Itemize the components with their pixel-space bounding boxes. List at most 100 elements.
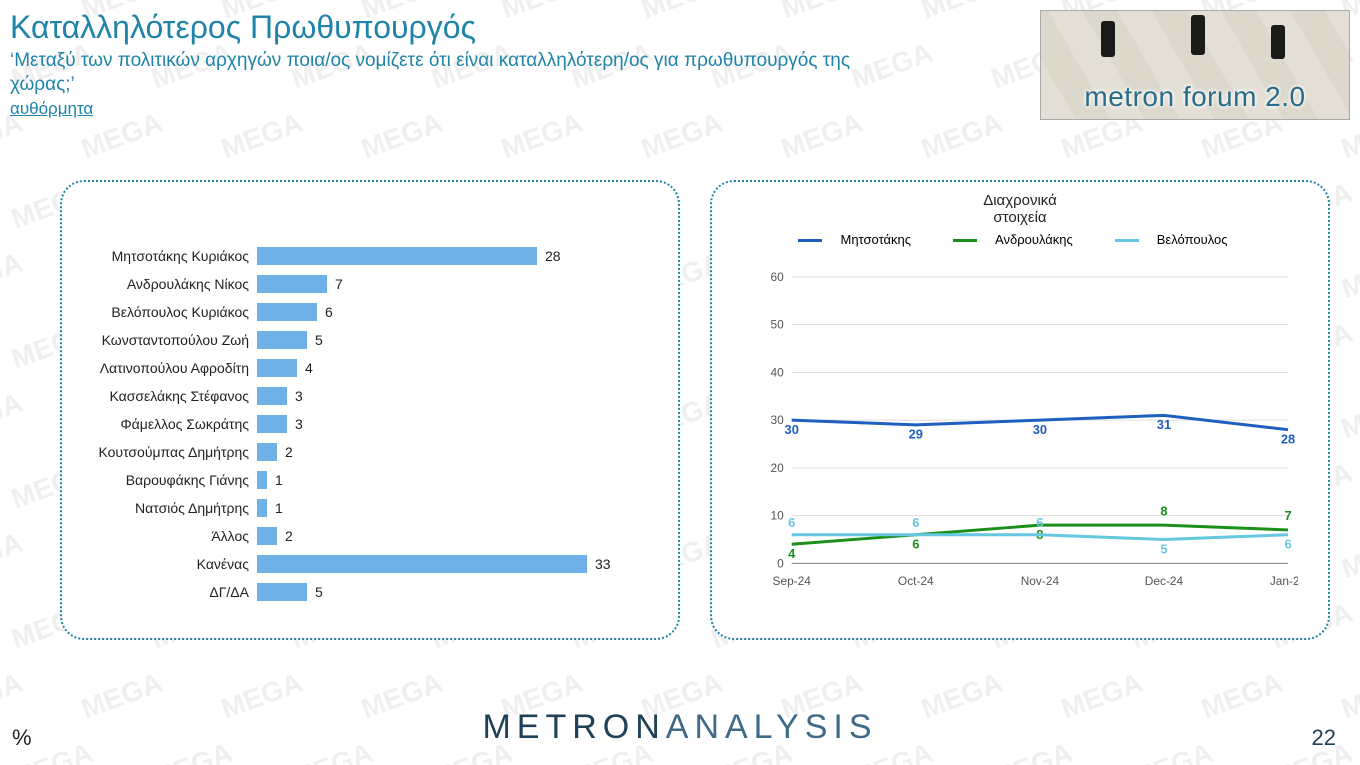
svg-text:7: 7	[1284, 508, 1291, 523]
line-chart-title-1: Διαχρονικά	[983, 192, 1057, 209]
bar-track: 2	[257, 527, 658, 545]
svg-text:20: 20	[771, 461, 785, 475]
bar-value: 2	[281, 527, 293, 545]
bar-row: Βελόπουλος Κυριάκος 6	[82, 298, 658, 326]
svg-text:30: 30	[785, 422, 799, 437]
bar-value: 3	[291, 415, 303, 433]
svg-text:50: 50	[771, 318, 785, 332]
brand-figure-icon	[1271, 25, 1285, 59]
bar-chart: Μητσοτάκης Κυριάκος28Ανδρουλάκης Νίκος7Β…	[82, 242, 658, 606]
svg-text:6: 6	[912, 515, 919, 530]
bar	[257, 275, 327, 293]
svg-text:Nov-24: Nov-24	[1021, 574, 1060, 588]
legend-item: Μητσοτάκης	[798, 232, 925, 247]
bar-track: 1	[257, 471, 658, 489]
bar-row: ΔΓ/ΔΑ 5	[82, 578, 658, 606]
bar-label: Κασσελάκης Στέφανος	[82, 388, 257, 404]
bar	[257, 499, 267, 517]
svg-text:60: 60	[771, 270, 785, 284]
bar-track: 3	[257, 415, 658, 433]
bar-value: 1	[271, 471, 283, 489]
bar-value: 28	[541, 247, 561, 265]
bar-track: 7	[257, 275, 658, 293]
bar-row: Κασσελάκης Στέφανος 3	[82, 382, 658, 410]
brand-logo-box: metron forum 2.0	[1040, 10, 1350, 120]
bar-value: 33	[591, 555, 611, 573]
svg-text:0: 0	[777, 556, 784, 570]
bar-label: Κουτσούμπας Δημήτρης	[82, 444, 257, 460]
bar-row: Κωνσταντοπούλου Ζωή5	[82, 326, 658, 354]
bar-label: Βαρουφάκης Γιάνης	[82, 472, 257, 488]
bar-value: 1	[271, 499, 283, 517]
bar-label: ΔΓ/ΔΑ	[82, 584, 257, 600]
bar	[257, 247, 537, 265]
bar-chart-panel: Μητσοτάκης Κυριάκος28Ανδρουλάκης Νίκος7Β…	[60, 180, 680, 640]
bar-row: Φάμελλος Σωκράτης 3	[82, 410, 658, 438]
svg-text:31: 31	[1157, 417, 1171, 432]
bar-value: 5	[311, 331, 323, 349]
bar-value: 5	[311, 583, 323, 601]
svg-text:6: 6	[1284, 537, 1291, 552]
bar-row: Κουτσούμπας Δημήτρης2	[82, 438, 658, 466]
bar-row: Κανένας 33	[82, 550, 658, 578]
svg-text:4: 4	[788, 546, 796, 561]
legend-label: Μητσοτάκης	[840, 232, 911, 247]
bar	[257, 443, 277, 461]
note-link[interactable]: αυθόρμητα	[10, 99, 93, 119]
line-chart: 0102030405060Sep-24Oct-24Nov-24Dec-24Jan…	[752, 267, 1298, 593]
footer-logo-b: ANALYSIS	[666, 708, 878, 746]
footer-logo: METRONANALYSIS	[0, 708, 1360, 747]
line-chart-legend: Μητσοτάκης Ανδρουλάκης Βελόπουλος	[712, 232, 1328, 247]
brand-figure-icon	[1191, 15, 1205, 55]
bar-row: Ανδρουλάκης Νίκος7	[82, 270, 658, 298]
footer-logo-a: METRON	[482, 708, 665, 746]
bar-label: Βελόπουλος Κυριάκος	[82, 304, 257, 320]
svg-text:6: 6	[788, 515, 795, 530]
page-number: 22	[1312, 725, 1336, 751]
bar	[257, 331, 307, 349]
bar-track: 3	[257, 387, 658, 405]
svg-text:29: 29	[909, 427, 923, 442]
legend-swatch	[953, 239, 977, 242]
bar-track: 5	[257, 331, 658, 349]
bar-label: Νατσιός Δημήτρης	[82, 500, 257, 516]
bar	[257, 583, 307, 601]
bar-track: 6	[257, 303, 658, 321]
bar-label: Φάμελλος Σωκράτης	[82, 416, 257, 432]
bar-track: 33	[257, 555, 658, 573]
legend-item: Ανδρουλάκης	[953, 232, 1087, 247]
svg-text:Oct-24: Oct-24	[898, 574, 934, 588]
bar-value: 3	[291, 387, 303, 405]
svg-text:10: 10	[771, 509, 785, 523]
legend-label: Ανδρουλάκης	[995, 232, 1073, 247]
bar-value: 6	[321, 303, 333, 321]
bar-label: Κανένας	[82, 556, 257, 572]
svg-text:30: 30	[1033, 422, 1047, 437]
bar-row: Λατινοπούλου Αφροδίτη4	[82, 354, 658, 382]
bar-row: Νατσιός Δημήτρης 1	[82, 494, 658, 522]
bar-label: Μητσοτάκης Κυριάκος	[82, 248, 257, 264]
svg-text:Jan-25: Jan-25	[1270, 574, 1298, 588]
percent-symbol: %	[12, 725, 32, 751]
svg-text:30: 30	[771, 413, 785, 427]
line-chart-title: Διαχρονικά στοιχεία	[712, 192, 1328, 227]
page-title: Καταλληλότερος Πρωθυπουργός	[10, 10, 910, 45]
bar-label: Ανδρουλάκης Νίκος	[82, 276, 257, 292]
legend-label: Βελόπουλος	[1157, 232, 1228, 247]
bar-track: 4	[257, 359, 658, 377]
bar-label: Άλλος	[82, 528, 257, 544]
bar-row: Βαρουφάκης Γιάνης 1	[82, 466, 658, 494]
line-chart-panel: Διαχρονικά στοιχεία Μητσοτάκης Ανδρουλάκη…	[710, 180, 1330, 640]
line-chart-title-2: στοιχεία	[993, 209, 1046, 226]
bar-row: Άλλος 2	[82, 522, 658, 550]
legend-item: Βελόπουλος	[1115, 232, 1242, 247]
bar-track: 2	[257, 443, 658, 461]
svg-text:Sep-24: Sep-24	[773, 574, 812, 588]
legend-swatch	[1115, 239, 1139, 242]
bar	[257, 387, 287, 405]
bar-label: Λατινοπούλου Αφροδίτη	[82, 360, 257, 376]
bar	[257, 415, 287, 433]
legend-swatch	[798, 239, 822, 242]
brand-figure-icon	[1101, 21, 1115, 57]
svg-text:6: 6	[912, 537, 919, 552]
